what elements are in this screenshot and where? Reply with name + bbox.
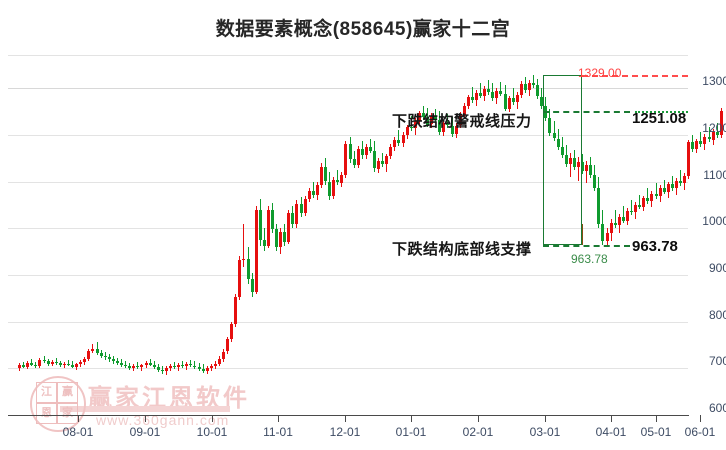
x-axis-tick bbox=[656, 415, 657, 422]
resistance-dashed-line bbox=[543, 110, 630, 113]
support-dashed-line bbox=[543, 245, 630, 248]
x-axis-tick bbox=[611, 415, 612, 422]
structure-box bbox=[543, 74, 582, 246]
x-axis-tick-label: 02-01 bbox=[462, 425, 494, 439]
resistance-annotation-value: 1251.08 bbox=[632, 110, 687, 127]
x-axis-tick-label: 12-01 bbox=[329, 425, 361, 439]
support-annotation-value: 963.78 bbox=[632, 238, 678, 255]
support-annotation-label: 下跌结构底部线支撑 bbox=[392, 241, 532, 258]
y-axis-tick-label: 700 bbox=[708, 354, 726, 369]
gridline bbox=[8, 322, 688, 323]
x-axis-tick-label: 05-01 bbox=[640, 425, 672, 439]
gridline bbox=[8, 135, 688, 136]
gridline bbox=[8, 228, 688, 229]
top-resistance-dashed-line bbox=[582, 74, 688, 77]
y-axis-tick-label: 1200 bbox=[702, 120, 726, 135]
gridline bbox=[8, 88, 688, 89]
x-axis-tick bbox=[278, 415, 279, 422]
current-price-dotted-line bbox=[635, 110, 688, 113]
x-axis-tick-label: 10-01 bbox=[196, 425, 228, 439]
x-axis-tick-label: 06-01 bbox=[684, 425, 716, 439]
box-bottom-value-label: 963.78 bbox=[571, 252, 608, 266]
x-axis-tick-label: 01-01 bbox=[395, 425, 427, 439]
page-title: 数据要素概念(858645)赢家十二宫 bbox=[215, 19, 511, 40]
y-axis-tick-label: 1100 bbox=[703, 167, 726, 182]
x-axis-tick bbox=[78, 415, 79, 422]
y-axis-tick-label: 600 bbox=[708, 401, 726, 415]
plot-top-border bbox=[8, 55, 688, 56]
x-axis-tick bbox=[478, 415, 479, 422]
x-axis-tick bbox=[411, 415, 412, 422]
x-axis-tick bbox=[145, 415, 146, 422]
x-axis-tick bbox=[212, 415, 213, 422]
x-axis-tick-label: 11-01 bbox=[263, 425, 293, 439]
candlestick-series bbox=[8, 55, 723, 415]
gridline bbox=[8, 275, 688, 276]
y-axis-tick-label: 1300 bbox=[702, 74, 726, 89]
x-axis-tick-label: 04-01 bbox=[595, 425, 627, 439]
top-line-value-label: 1329.00 bbox=[578, 66, 622, 80]
y-axis-tick-label: 900 bbox=[708, 260, 726, 275]
x-axis-line bbox=[8, 415, 689, 416]
x-axis-tick bbox=[545, 415, 546, 422]
x-axis-tick bbox=[700, 415, 701, 422]
gridline bbox=[8, 368, 688, 369]
x-axis-tick-label: 03-01 bbox=[529, 425, 561, 439]
gridline bbox=[8, 182, 688, 183]
y-axis-tick-label: 1000 bbox=[702, 214, 726, 229]
x-axis-tick bbox=[345, 415, 346, 422]
pivot-vertical-line bbox=[582, 223, 583, 246]
plot-area[interactable] bbox=[8, 55, 723, 415]
x-axis-tick-label: 08-01 bbox=[62, 425, 94, 439]
resistance-annotation-label: 下跌结构警戒线压力 bbox=[392, 113, 532, 130]
x-axis-tick-label: 09-01 bbox=[129, 425, 161, 439]
y-axis-tick-label: 800 bbox=[708, 307, 726, 322]
